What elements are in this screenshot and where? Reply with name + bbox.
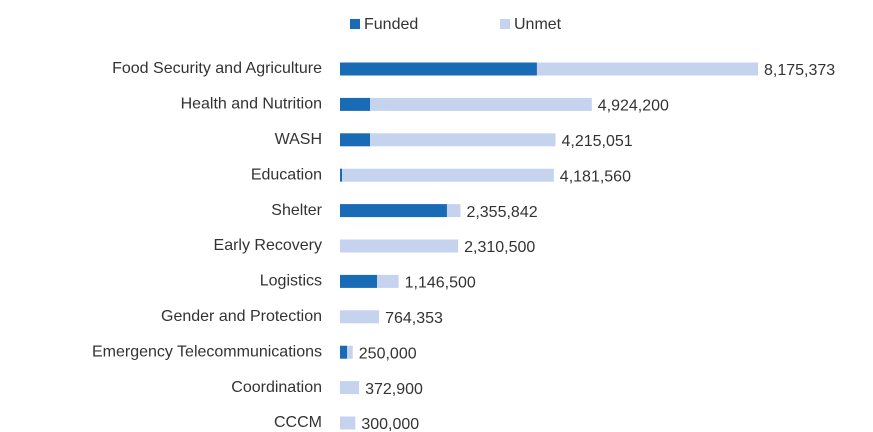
category-label: WASH xyxy=(275,131,322,148)
total-label: 250,000 xyxy=(359,345,417,362)
bar-segment xyxy=(536,62,758,76)
category-label: Logistics xyxy=(260,273,322,290)
legend-label: Funded xyxy=(364,16,418,33)
total-label: 4,924,200 xyxy=(598,98,669,115)
bar-segment xyxy=(370,97,592,111)
bar-segment xyxy=(340,381,360,395)
category-label: Early Recovery xyxy=(214,237,322,254)
legend-swatch xyxy=(500,19,510,29)
bar-segment xyxy=(340,62,537,76)
bar-segment xyxy=(340,274,378,288)
legend-swatch xyxy=(350,19,360,29)
category-label: CCCM xyxy=(274,414,322,431)
total-label: 2,310,500 xyxy=(464,239,535,256)
category-label: Gender and Protection xyxy=(161,308,322,325)
category-label: Health and Nutrition xyxy=(181,96,322,113)
total-label: 4,215,051 xyxy=(562,133,633,150)
bar-segment xyxy=(347,345,353,359)
total-label: 8,175,373 xyxy=(764,62,835,79)
total-label: 372,900 xyxy=(365,381,423,398)
category-label: Shelter xyxy=(271,202,322,219)
category-label: Food Security and Agriculture xyxy=(112,60,322,77)
category-label: Emergency Telecommunications xyxy=(92,343,322,360)
bar-segment xyxy=(340,345,348,359)
bar-segment xyxy=(342,168,554,182)
bar-segment xyxy=(340,416,356,430)
bar-segment xyxy=(446,204,461,218)
bar-segment xyxy=(377,274,399,288)
bar-segment xyxy=(340,97,371,111)
category-label: Coordination xyxy=(231,379,322,396)
total-label: 2,355,842 xyxy=(466,204,537,221)
bar-segment xyxy=(340,204,447,218)
total-label: 4,181,560 xyxy=(560,168,631,185)
total-label: 1,146,500 xyxy=(405,275,476,292)
category-label: Education xyxy=(251,166,322,183)
bar-segment xyxy=(370,133,556,147)
total-label: 300,000 xyxy=(361,416,419,432)
bar-segment xyxy=(340,310,380,324)
bar-segment xyxy=(340,133,371,147)
bar-segment xyxy=(340,239,459,253)
legend-label: Unmet xyxy=(514,16,562,33)
bar-segment xyxy=(340,168,343,182)
total-label: 764,353 xyxy=(385,310,443,327)
